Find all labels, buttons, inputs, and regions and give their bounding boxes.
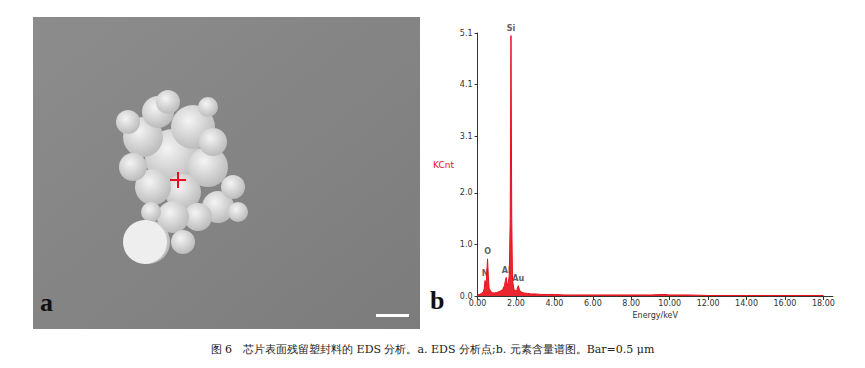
svg-text:14.00: 14.00 bbox=[735, 299, 758, 308]
html-text:b: b bbox=[430, 286, 445, 315]
svg-text:Au: Au bbox=[512, 274, 524, 283]
svg-text:8.00: 8.00 bbox=[622, 299, 640, 308]
svg-text:4.00: 4.00 bbox=[545, 299, 563, 308]
svg-text:O: O bbox=[484, 247, 491, 256]
svg-text:2.00: 2.00 bbox=[507, 299, 525, 308]
svg-text:KCnt: KCnt bbox=[433, 160, 454, 170]
svg-text:5.1: 5.1 bbox=[460, 29, 473, 38]
svg-text:2.0: 2.0 bbox=[460, 188, 473, 197]
svg-text:4.1: 4.1 bbox=[460, 80, 473, 89]
svg-text:10.00: 10.00 bbox=[658, 299, 681, 308]
svg-text:0.00: 0.00 bbox=[469, 299, 487, 308]
svg-text:1.0: 1.0 bbox=[460, 240, 473, 249]
svg-text:16.00: 16.00 bbox=[774, 299, 797, 308]
svg-text:18.00: 18.00 bbox=[812, 299, 835, 308]
svg-text:Energy/keV: Energy/keV bbox=[633, 311, 679, 320]
svg-text:12.00: 12.00 bbox=[697, 299, 720, 308]
svg-text:0.0: 0.0 bbox=[459, 291, 473, 301]
svg-text:Al: Al bbox=[501, 265, 511, 275]
html-text:a: a bbox=[40, 288, 53, 317]
svg-text:3.1: 3.1 bbox=[460, 132, 473, 141]
svg-text:Si: Si bbox=[507, 24, 516, 33]
svg-text:6.00: 6.00 bbox=[584, 299, 602, 308]
html-text:图 6 芯片表面残留塑封料的 EDS 分析。a. EDS 分: 图 6 芯片表面残留塑封料的 EDS 分析。a. EDS 分析点;b. 元素含量… bbox=[210, 343, 655, 356]
svg-text:N: N bbox=[481, 269, 489, 278]
